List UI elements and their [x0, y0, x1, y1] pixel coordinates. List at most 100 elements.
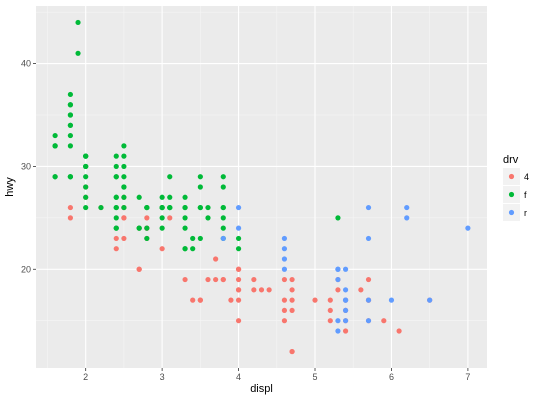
data-point: [235, 246, 242, 252]
data-point: [67, 143, 73, 149]
data-point: [113, 235, 119, 242]
y-tick-label: 40: [21, 59, 31, 69]
data-point: [136, 194, 142, 200]
data-point: [197, 174, 203, 180]
data-point: [121, 143, 127, 149]
data-point: [182, 246, 188, 252]
data-point: [159, 215, 165, 221]
x-tick-label: 4: [236, 372, 241, 382]
data-point: [342, 307, 349, 314]
data-point: [159, 246, 165, 252]
legend-key-dot: [508, 209, 515, 216]
data-point: [182, 215, 188, 221]
data-point: [220, 276, 226, 283]
data-point: [136, 225, 142, 231]
x-tick-label: 3: [160, 372, 165, 382]
data-point: [67, 112, 73, 118]
data-point: [121, 184, 127, 190]
data-point: [98, 204, 104, 211]
data-point: [235, 318, 242, 324]
data-point: [83, 174, 89, 180]
data-point: [335, 215, 341, 221]
data-point: [220, 225, 226, 231]
legend: drv 4 fr: [503, 154, 529, 221]
data-point: [182, 204, 188, 211]
data-point: [266, 287, 272, 293]
legend-label: r: [524, 208, 527, 218]
data-points: [52, 19, 471, 355]
data-point: [365, 204, 372, 211]
data-point: [235, 225, 242, 231]
data-point: [159, 194, 165, 200]
data-point: [235, 266, 242, 272]
data-point: [396, 328, 402, 334]
data-point: [220, 215, 226, 221]
x-tick-label: 6: [389, 372, 394, 382]
data-point: [228, 297, 234, 303]
data-point: [335, 266, 341, 272]
data-point: [190, 297, 196, 303]
data-point: [182, 194, 188, 200]
grid-major: [36, 6, 487, 368]
data-point: [327, 297, 333, 303]
data-point: [342, 287, 349, 293]
data-point: [121, 194, 127, 200]
data-point: [327, 318, 333, 324]
data-point: [281, 276, 288, 283]
grid-minor: [36, 6, 487, 368]
data-point: [235, 287, 242, 293]
data-point: [136, 266, 142, 272]
legend-keys: 4 fr: [503, 168, 529, 221]
data-point: [159, 225, 165, 231]
data-point: [67, 204, 73, 211]
data-point: [113, 225, 119, 231]
data-point: [121, 235, 127, 242]
x-axis-title: displ: [250, 383, 273, 395]
data-point: [167, 215, 173, 221]
data-point: [205, 215, 211, 221]
data-point: [220, 174, 226, 180]
data-point: [281, 246, 288, 252]
data-point: [113, 163, 119, 170]
data-point: [121, 163, 127, 170]
data-point: [281, 235, 288, 242]
data-point: [182, 225, 188, 231]
data-point: [67, 102, 73, 108]
data-point: [144, 225, 150, 231]
legend-label: 4: [524, 172, 529, 182]
panel-background: [36, 6, 487, 368]
data-point: [205, 276, 211, 283]
data-point: [235, 235, 242, 242]
data-point: [197, 235, 203, 242]
data-point: [342, 328, 349, 334]
data-point: [335, 287, 341, 293]
data-point: [342, 318, 349, 324]
data-point: [167, 194, 173, 200]
x-tick-label: 5: [313, 372, 318, 382]
legend-key-dot: [508, 173, 515, 180]
data-point: [144, 215, 150, 221]
data-point: [75, 50, 81, 56]
data-point: [75, 19, 81, 26]
data-point: [404, 204, 410, 211]
data-point: [312, 297, 318, 303]
data-point: [190, 235, 196, 242]
data-point: [121, 215, 127, 221]
data-point: [113, 153, 119, 159]
data-point: [113, 215, 119, 221]
data-point: [258, 287, 265, 293]
y-axis-title: hwy: [4, 177, 16, 197]
data-point: [182, 276, 188, 283]
data-point: [220, 204, 226, 211]
data-point: [213, 276, 219, 283]
data-point: [52, 132, 58, 139]
data-point: [289, 287, 295, 293]
data-point: [190, 246, 196, 252]
data-point: [327, 307, 333, 314]
data-point: [251, 287, 257, 293]
data-point: [167, 174, 173, 180]
data-point: [381, 318, 387, 324]
data-point: [197, 204, 203, 211]
y-tick-label: 30: [21, 161, 31, 171]
data-point: [281, 307, 288, 314]
